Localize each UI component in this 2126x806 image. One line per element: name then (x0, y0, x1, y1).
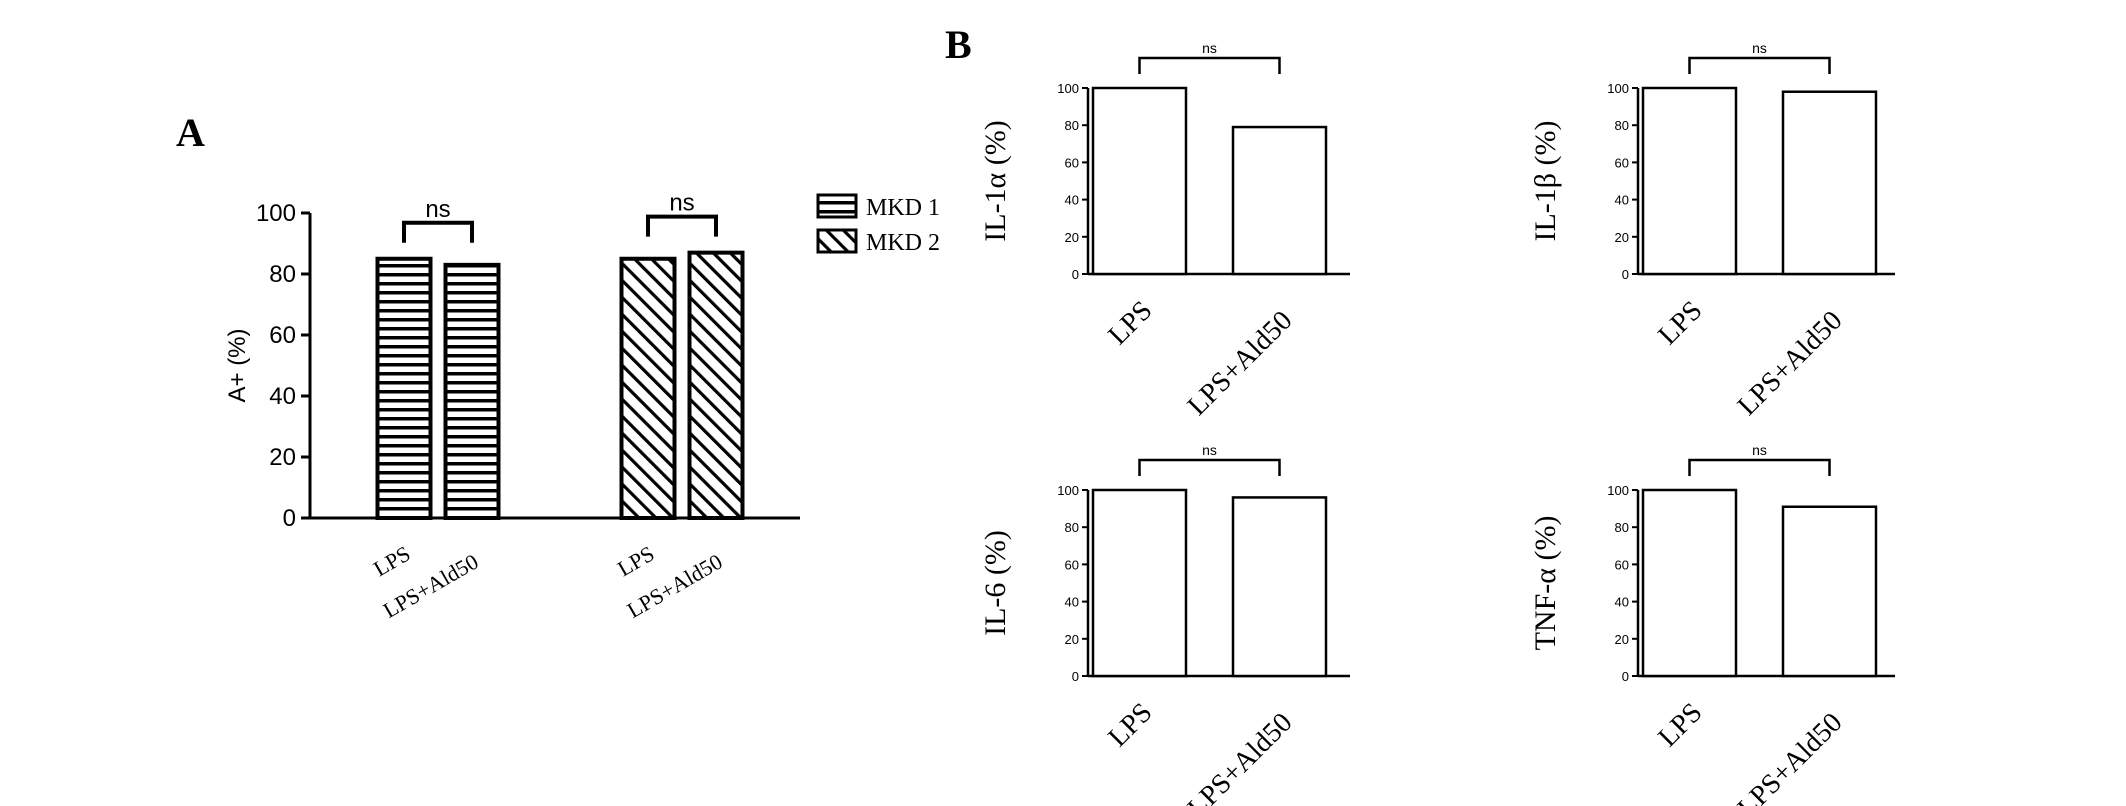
bar (1641, 86, 1738, 276)
panel-label-b: B (945, 22, 972, 67)
significance-label: ns (1202, 442, 1217, 458)
bar (1781, 505, 1878, 678)
significance-bracket (1688, 458, 1831, 476)
x-tick-label: LPS+Ald50 (1182, 305, 1299, 422)
bar (1091, 488, 1188, 678)
y-tick-label: 100 (256, 200, 296, 227)
y-tick-label: 80 (1615, 520, 1629, 535)
significance-label: ns (425, 196, 450, 223)
y-tick-label: 100 (1057, 483, 1079, 498)
bar (1231, 496, 1328, 678)
y-tick-label: 0 (1622, 669, 1629, 684)
chart-tnfa: 0 20 40 60 80 100 TNF-α (%) LPS LPS+Ald50 ns (1529, 442, 1895, 806)
y-tick-label: 100 (1607, 483, 1629, 498)
y-tick-label: 100 (1607, 81, 1629, 96)
y-tick-label: 0 (283, 505, 296, 532)
legend-label-mkd2: MKD 2 (866, 230, 940, 256)
x-tick-label: LPS (1652, 295, 1708, 351)
bar (1781, 90, 1878, 276)
x-tick-label: LPS (613, 541, 658, 582)
y-tick-label: 20 (1065, 632, 1079, 647)
y-tick-label: 80 (1615, 118, 1629, 133)
y-axis-title: IL-1α (%) (979, 120, 1012, 242)
y-tick-label: 60 (1065, 557, 1079, 572)
x-tick-label: LPS+Ald50 (1182, 707, 1299, 806)
significance-label: ns (1202, 40, 1217, 56)
y-axis-title: A+ (%) (224, 328, 251, 402)
significance-label: ns (1752, 40, 1767, 56)
y-tick-label: 60 (269, 322, 296, 349)
panel-label-a: A (176, 110, 205, 155)
y-tick-label: 20 (1615, 632, 1629, 647)
y-tick-label: 60 (1615, 155, 1629, 170)
x-tick-label: LPS+Ald50 (1732, 707, 1849, 806)
y-tick-label: 60 (1065, 155, 1079, 170)
bar (1641, 488, 1738, 678)
y-tick-label: 20 (269, 444, 296, 471)
y-tick-label: 100 (1057, 81, 1079, 96)
legend-label-mkd1: MKD 1 (866, 195, 940, 221)
y-tick-label: 40 (1065, 193, 1079, 208)
bar (443, 262, 501, 520)
x-tick-label: LPS+Ald50 (1732, 305, 1849, 422)
bar (1231, 125, 1328, 276)
legend-item-mkd1: MKD 1 (816, 193, 940, 221)
significance-label: ns (669, 190, 694, 217)
y-tick-label: 80 (1065, 118, 1079, 133)
y-tick-label: 20 (1615, 230, 1629, 245)
y-tick-label: 20 (1065, 230, 1079, 245)
x-tick-label: LPS (1102, 697, 1158, 753)
chart-il6: 0 20 40 60 80 100 IL-6 (%) LPS LPS+Ald50 ns (979, 442, 1350, 806)
chart-il1b: 0 20 40 60 80 100 IL-1β (%) LPS LPS+Ald50 ns (1529, 40, 1895, 422)
y-tick-label: 80 (1065, 520, 1079, 535)
y-tick-label: 0 (1072, 669, 1079, 684)
significance-bracket (646, 214, 718, 237)
y-tick-label: 40 (1615, 595, 1629, 610)
bar (687, 250, 745, 520)
y-axis-title: TNF-α (%) (1529, 516, 1562, 651)
x-tick-label: LPS (1102, 295, 1158, 351)
y-axis-title: IL-6 (%) (979, 530, 1012, 636)
y-tick-label: 0 (1622, 267, 1629, 282)
chart-il1a: 0 20 40 60 80 100 IL-1α (%) LPS LPS+Ald50 ns (979, 40, 1350, 422)
legend-swatch-mkd1 (816, 193, 858, 219)
bar (375, 256, 433, 520)
y-tick-label: 40 (269, 383, 296, 410)
y-tick-label: 0 (1072, 267, 1079, 282)
y-axis-title: IL-1β (%) (1529, 120, 1562, 241)
significance-bracket (1138, 56, 1281, 74)
significance-label: ns (1752, 442, 1767, 458)
y-tick-label: 40 (1065, 595, 1079, 610)
legend-swatch-mkd2 (816, 228, 858, 254)
y-tick-label: 40 (1615, 193, 1629, 208)
y-tick-label: 80 (269, 261, 296, 288)
bar (619, 256, 677, 520)
legend: MKD 1 MKD 2 (816, 193, 940, 256)
y-tick-label: 60 (1615, 557, 1629, 572)
legend-item-mkd2: MKD 2 (816, 228, 940, 256)
x-tick-label: LPS (1652, 697, 1708, 753)
significance-bracket (402, 220, 474, 243)
significance-bracket (1138, 458, 1281, 476)
bar (1091, 86, 1188, 276)
significance-bracket (1688, 56, 1831, 74)
x-tick-label: LPS (369, 541, 414, 582)
